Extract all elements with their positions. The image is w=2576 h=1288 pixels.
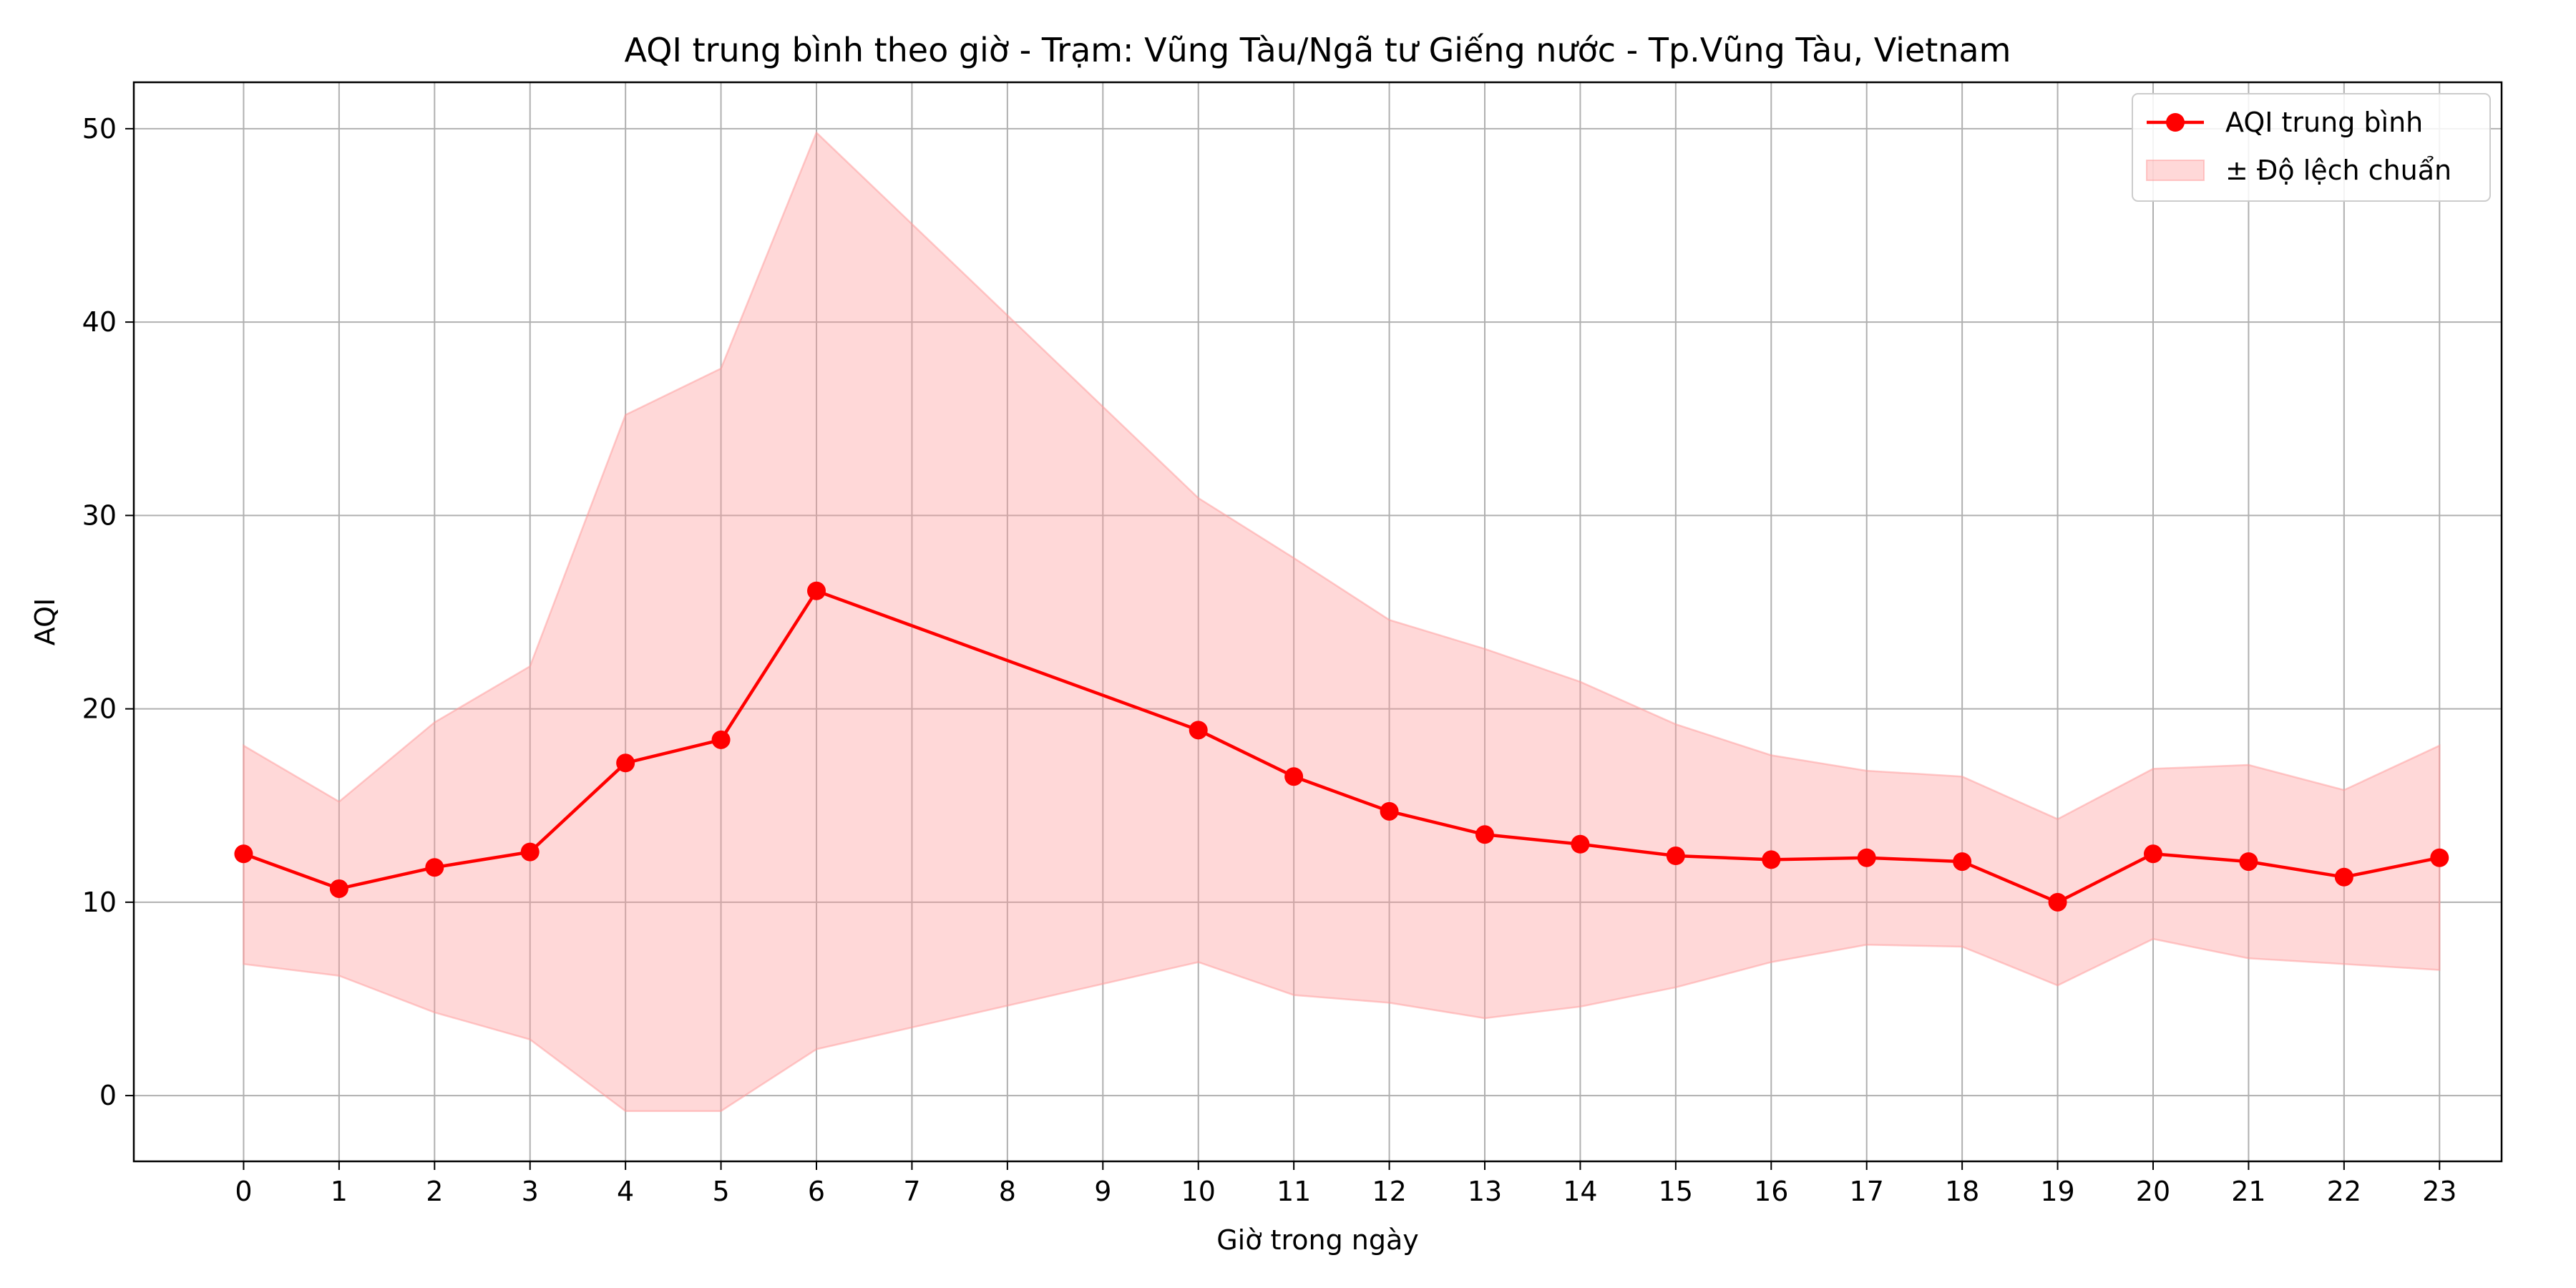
data-point-hour-20 [2143,844,2162,864]
x-tick-label: 9 [1094,1176,1111,1207]
x-tick-label: 5 [712,1176,729,1207]
data-point-hour-13 [1475,825,1494,844]
y-tick-label: 30 [82,499,117,531]
x-tick-label: 21 [2231,1176,2265,1207]
y-tick-label: 0 [99,1080,117,1111]
data-point-hour-18 [1953,852,1972,872]
x-tick-label: 22 [2327,1176,2361,1207]
legend-band-swatch [2146,160,2205,181]
x-tick-label: 11 [1277,1176,1311,1207]
std-band-layer [243,131,2441,1112]
x-tick-label: 17 [1850,1176,1884,1207]
data-point-hour-0 [234,844,253,864]
x-tick-label: 0 [235,1176,252,1207]
y-axis-ticks: 0 10 20 30 40 50 [82,113,134,1111]
plot-frame [132,81,2503,1163]
y-tick-label: 50 [82,113,117,145]
legend-box [2132,93,2491,202]
std-band-area [243,131,2441,1112]
x-tick-label: 15 [1659,1176,1693,1207]
y-tick-label: 10 [82,887,117,918]
legend-label-mean: AQI trung bình [2225,107,2423,138]
data-point-hour-4 [616,753,635,773]
x-tick-label: 10 [1181,1176,1216,1207]
y-tick-label: 40 [82,306,117,338]
x-tick-label: 13 [1468,1176,1502,1207]
chart-title: AQI trung bình theo giờ - Trạm: Vũng Tàu… [625,31,2011,69]
legend-label-std: ± Độ lệch chuẩn [2225,155,2451,186]
x-tick-label: 4 [617,1176,634,1207]
data-point-hour-19 [2048,892,2067,912]
x-tick-label: 12 [1372,1176,1406,1207]
legend: AQI trung bình ± Độ lệch chuẩn [2132,93,2491,202]
x-tick-label: 8 [999,1176,1016,1207]
data-point-hour-5 [711,730,731,749]
x-tick-label: 6 [808,1176,825,1207]
data-point-hour-23 [2430,848,2449,867]
x-tick-label: 1 [331,1176,348,1207]
data-point-hour-16 [1762,850,1781,869]
data-point-hour-17 [1857,848,1876,867]
x-tick-label: 19 [2040,1176,2074,1207]
data-point-hour-6 [807,581,826,600]
grid-lines [134,82,2502,1161]
x-tick-label: 23 [2422,1176,2457,1207]
data-point-hour-15 [1666,847,1685,866]
data-point-hour-1 [329,879,348,898]
x-axis-ticks: 0 1 2 3 4 5 6 7 8 9 10 11 12 13 14 15 16 17 18 19 20 21 22 23 [235,1161,2457,1207]
data-point-hour-2 [425,858,444,877]
data-point-hour-21 [2239,852,2258,872]
x-tick-label: 2 [426,1176,443,1207]
x-tick-label: 7 [903,1176,920,1207]
data-point-hour-11 [1284,767,1304,786]
data-point-hour-22 [2334,867,2353,887]
series-points-layer [234,581,2449,912]
data-point-hour-14 [1571,834,1590,854]
data-point-hour-3 [520,842,540,862]
x-tick-label: 20 [2136,1176,2170,1207]
x-axis-title: Giờ trong ngày [1216,1224,1419,1256]
x-tick-label: 3 [522,1176,539,1207]
x-tick-label: 16 [1754,1176,1788,1207]
y-axis-title: AQI [29,598,61,645]
x-tick-label: 18 [1945,1176,1979,1207]
data-point-hour-10 [1189,721,1208,740]
y-tick-label: 20 [82,693,117,725]
data-point-hour-12 [1380,801,1399,821]
x-tick-label: 14 [1563,1176,1597,1207]
legend-marker-swatch [2166,113,2185,132]
